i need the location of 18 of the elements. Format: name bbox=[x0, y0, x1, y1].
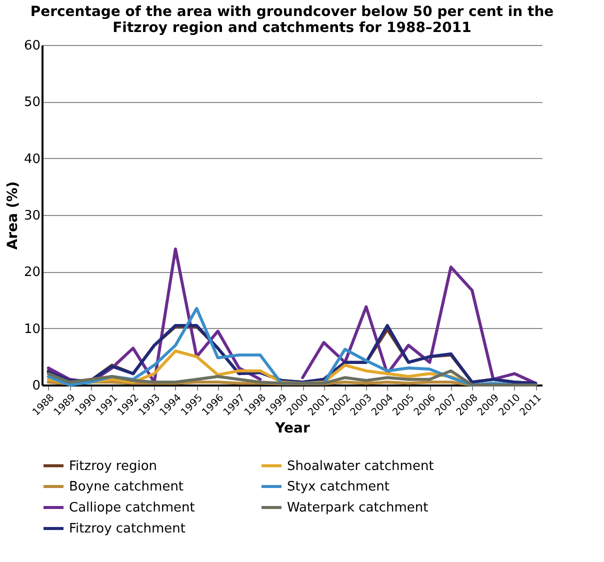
y-axis-title: Area (%) bbox=[4, 181, 21, 250]
y-tick-label: 60 bbox=[24, 38, 40, 54]
legend-label: Waterpark catchment bbox=[287, 500, 428, 516]
y-tick-label: 30 bbox=[24, 208, 40, 224]
legend-label: Fitzroy catchment bbox=[69, 522, 186, 536]
legend-label: Fitzroy region bbox=[69, 458, 158, 474]
y-tick-label: 20 bbox=[24, 265, 40, 280]
legend-label: Boyne catchment bbox=[69, 480, 184, 494]
legend-label: Calliope catchment bbox=[69, 500, 195, 516]
y-tick-label: 40 bbox=[24, 152, 40, 167]
line-series bbox=[46, 369, 538, 386]
y-tick-label: 0 bbox=[32, 378, 40, 394]
legend-label: Shoalwater catchment bbox=[287, 458, 434, 474]
chart-title: Percentage of the area with groundcover below 50 per cent in the Fitzroy region and catchments for 1988–2011 bbox=[30, 4, 554, 36]
y-tick-label: 50 bbox=[24, 95, 40, 110]
legend-label: Styx catchment bbox=[287, 480, 390, 494]
x-axis-title: Year bbox=[274, 420, 310, 437]
y-tick-label: 10 bbox=[24, 322, 40, 337]
